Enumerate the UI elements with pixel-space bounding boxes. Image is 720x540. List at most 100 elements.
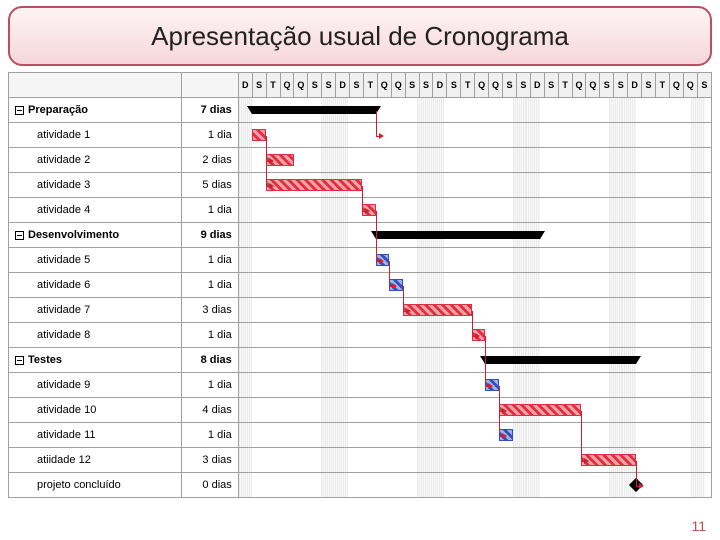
page-number: 11 <box>691 518 706 534</box>
task-bar <box>266 179 362 191</box>
collapse-icon[interactable] <box>15 106 24 115</box>
task-duration: 2 dias <box>181 148 238 173</box>
task-name: atividade 6 <box>9 273 181 297</box>
task-duration: 1 dia <box>181 423 238 448</box>
task-duration: 0 dias <box>181 473 238 498</box>
day-header: Q <box>294 73 308 98</box>
page-title: Apresentação usual de Cronograma <box>151 21 569 52</box>
day-header: D <box>628 73 642 98</box>
task-label: atividade 6 <box>37 279 90 291</box>
table-row: atividade 11 dia <box>9 123 712 148</box>
table-row: atividade 11 1 dia <box>9 423 712 448</box>
task-duration: 3 dias <box>181 298 238 323</box>
day-header: Q <box>489 73 503 98</box>
task-label: atividade 2 <box>37 154 90 166</box>
task-label: Preparação <box>28 104 88 116</box>
task-bar <box>266 154 293 166</box>
day-header: T <box>266 73 280 98</box>
table-row: projeto concluído 0 dias <box>9 473 712 498</box>
task-name: Testes <box>9 348 181 372</box>
task-duration: 3 dias <box>181 448 238 473</box>
task-name: projeto concluído <box>9 473 181 497</box>
task-label: atividade 3 <box>37 179 90 191</box>
day-header: D <box>238 73 252 98</box>
task-name: atividade 5 <box>9 248 181 272</box>
day-header: S <box>697 73 711 98</box>
task-duration: 1 dia <box>181 373 238 398</box>
gantt-table: DSTQQSSDSTQQSSDSTQQSSDSTQQSSDSTQQS Prepa… <box>8 72 712 498</box>
task-name: atividade 10 <box>9 398 181 422</box>
task-label: atividade 11 <box>37 429 96 441</box>
col-task <box>9 73 182 98</box>
day-header: D <box>336 73 350 98</box>
gantt-row-chart <box>238 273 711 298</box>
day-header: D <box>433 73 447 98</box>
gantt-row-chart <box>238 123 711 148</box>
table-row: atividade 2 2 dias <box>9 148 712 173</box>
task-name: atiidade 12 <box>9 448 181 472</box>
summary-bar <box>252 106 375 114</box>
task-bar <box>499 429 513 441</box>
gantt-chart: DSTQQSSDSTQQSSDSTQQSSDSTQQSSDSTQQS Prepa… <box>8 72 712 510</box>
day-header: S <box>642 73 656 98</box>
task-duration: 7 dias <box>181 98 238 123</box>
day-header: S <box>252 73 266 98</box>
title-banner: Apresentação usual de Cronograma <box>8 6 712 66</box>
day-header: D <box>530 73 544 98</box>
day-header: S <box>516 73 530 98</box>
gantt-row-chart <box>238 348 711 373</box>
day-header: Q <box>586 73 600 98</box>
day-header: Q <box>683 73 697 98</box>
day-header: S <box>600 73 614 98</box>
task-label: atividade 7 <box>37 304 90 316</box>
day-header: S <box>447 73 461 98</box>
day-header: S <box>308 73 322 98</box>
task-label: atividade 4 <box>37 204 90 216</box>
gantt-row-chart <box>238 323 711 348</box>
day-header: T <box>655 73 669 98</box>
task-bar <box>376 254 390 266</box>
table-row: Desenvolvimento9 dias <box>9 223 712 248</box>
task-bar <box>362 204 376 216</box>
day-header: S <box>503 73 517 98</box>
task-duration: 1 dia <box>181 323 238 348</box>
task-name: atividade 9 <box>9 373 181 397</box>
day-header: Q <box>377 73 391 98</box>
table-row: atividade 81 dia <box>9 323 712 348</box>
table-row: atividade 4 1 dia <box>9 198 712 223</box>
table-row: Preparação 7 dias <box>9 98 712 123</box>
task-label: Desenvolvimento <box>28 229 119 241</box>
day-header: S <box>350 73 364 98</box>
task-label: atividade 1 <box>37 129 90 141</box>
task-bar <box>499 404 581 416</box>
task-name: atividade 7 <box>9 298 181 322</box>
gantt-row-chart <box>238 148 711 173</box>
task-name: atividade 2 <box>9 148 181 172</box>
table-row: Testes8 dias <box>9 348 712 373</box>
table-row: atividade 51 dia <box>9 248 712 273</box>
gantt-row-chart <box>238 448 711 473</box>
gantt-row-chart <box>238 298 711 323</box>
gantt-row-chart <box>238 223 711 248</box>
collapse-icon[interactable] <box>15 231 24 240</box>
day-header: Q <box>475 73 489 98</box>
day-header: S <box>544 73 558 98</box>
task-label: projeto concluído <box>37 479 121 491</box>
task-duration: 1 dia <box>181 198 238 223</box>
task-name: atividade 3 <box>9 173 181 197</box>
table-row: atividade 35 dias <box>9 173 712 198</box>
summary-bar <box>485 356 636 364</box>
table-row: atiidade 123 dias <box>9 448 712 473</box>
task-bar <box>472 329 486 341</box>
col-duration <box>181 73 238 98</box>
gantt-row-chart <box>238 373 711 398</box>
gantt-header-row: DSTQQSSDSTQQSSDSTQQSSDSTQQSSDSTQQS <box>9 73 712 98</box>
task-duration: 4 dias <box>181 398 238 423</box>
gantt-row-chart <box>238 398 711 423</box>
day-header: T <box>461 73 475 98</box>
task-bar <box>252 129 266 141</box>
day-header: S <box>405 73 419 98</box>
collapse-icon[interactable] <box>15 356 24 365</box>
day-header: Q <box>669 73 683 98</box>
task-name: atividade 1 <box>9 123 181 147</box>
